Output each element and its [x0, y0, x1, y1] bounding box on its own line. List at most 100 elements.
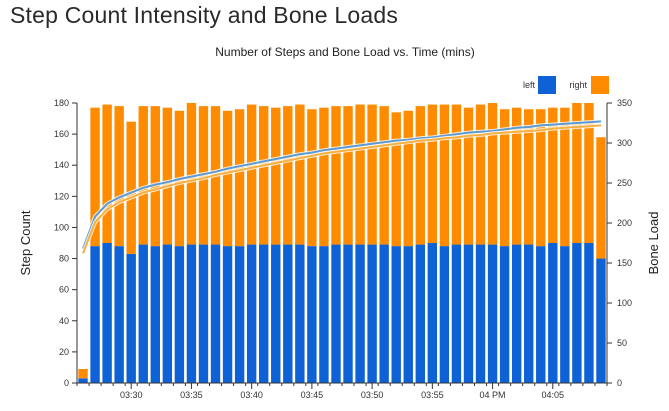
legend-swatch-right [591, 76, 609, 94]
bar-left [463, 244, 474, 383]
bar-right [114, 106, 124, 247]
bar-left [343, 244, 353, 383]
bar-right [439, 104, 450, 247]
bar-left [319, 246, 329, 383]
bar-right [391, 112, 401, 247]
bar-left [283, 244, 293, 383]
bar-left [126, 253, 136, 383]
bar-right [331, 106, 341, 245]
x-tick-label: 03:45 [301, 390, 324, 400]
bar-right [90, 107, 100, 247]
bar-left [259, 244, 269, 383]
bar-right [102, 104, 112, 243]
legend-label-right: right [569, 80, 587, 90]
bar-left [548, 243, 558, 383]
bar-left [427, 243, 438, 383]
bar-right [162, 107, 173, 245]
bar-right [367, 104, 377, 245]
bar-right [379, 106, 389, 245]
y-tick-label: 180 [54, 98, 69, 108]
x-tick-label: 03:40 [240, 390, 263, 400]
bar-right [222, 110, 233, 247]
bar-left [596, 258, 606, 383]
bar-left [222, 246, 233, 383]
bar-right [596, 137, 606, 259]
y2-axis-title: Bone Load [646, 212, 661, 275]
bar-left [367, 244, 377, 383]
bar-left [572, 243, 582, 383]
y2-tick-label: 250 [617, 178, 632, 188]
bar-left [487, 244, 498, 383]
bar-left [415, 244, 425, 383]
bar-right [319, 107, 329, 247]
bar-left [391, 246, 401, 383]
bar-left [307, 246, 317, 383]
lines-group [81, 119, 602, 255]
line-left [82, 120, 602, 249]
bar-right [427, 104, 438, 243]
bar-left [90, 246, 100, 383]
y2-tick-label: 0 [617, 378, 622, 388]
bar-left [451, 244, 462, 383]
bar-left [403, 246, 413, 383]
bar-right [78, 369, 88, 379]
bar-left [162, 244, 173, 383]
bar-left [150, 246, 160, 383]
bar-left [78, 378, 88, 383]
bar-right [572, 103, 582, 243]
bar-left [246, 244, 257, 383]
y2-tick-label: 100 [617, 298, 632, 308]
bar-left [271, 244, 281, 383]
bar-right [511, 107, 522, 245]
bar-right [584, 103, 594, 243]
bar-right [463, 107, 474, 245]
y-tick-label: 120 [54, 191, 69, 201]
y2-tick-label: 300 [617, 138, 632, 148]
bar-left [102, 243, 112, 383]
bar-right [271, 107, 281, 245]
page-title: Step Count Intensity and Bone Loads [10, 2, 399, 28]
bar-right [234, 109, 245, 247]
y2-tick-label: 50 [617, 338, 627, 348]
bar-left [198, 244, 209, 383]
bar-left [355, 244, 365, 383]
bar-left [560, 246, 570, 383]
bar-right [150, 106, 160, 247]
line-right [82, 124, 602, 254]
bar-right [403, 110, 413, 247]
bar-left [524, 244, 534, 383]
bar-right [307, 109, 317, 247]
bar-right [560, 107, 570, 247]
bar-left [295, 244, 305, 383]
y2-tick-label: 150 [617, 258, 632, 268]
bar-left [331, 244, 341, 383]
line-halo-right [81, 123, 602, 255]
bar-right [126, 121, 136, 254]
legend-label-left: left [523, 80, 536, 90]
bar-left [174, 246, 185, 383]
axes-group: 0 20 40 60 80 100 120 140 160 180 0 50 100 150 200 250 3… [54, 98, 632, 400]
bar-right [487, 103, 498, 245]
bar-right [138, 106, 148, 245]
bar-left [439, 246, 450, 383]
bar-right [186, 103, 197, 245]
bars-group [78, 103, 606, 383]
y-tick-label: 0 [64, 378, 69, 388]
bar-right [451, 104, 462, 245]
y-tick-label: 160 [54, 129, 69, 139]
chart-title: Number of Steps and Bone Load vs. Time (… [215, 45, 474, 59]
x-tick-label: 03:55 [421, 390, 444, 400]
x-tick-label: 03:35 [180, 390, 203, 400]
bar-left [234, 246, 245, 383]
bar-right [283, 106, 293, 245]
bar-right [259, 106, 269, 245]
bar-left [499, 246, 510, 383]
bar-right [548, 107, 558, 244]
bar-left [114, 246, 124, 383]
bar-left [536, 246, 546, 383]
bar-right [475, 104, 486, 245]
x-tick-label: 03:30 [120, 390, 143, 400]
y2-tick-label: 350 [617, 98, 632, 108]
line-halo-left [81, 119, 602, 250]
